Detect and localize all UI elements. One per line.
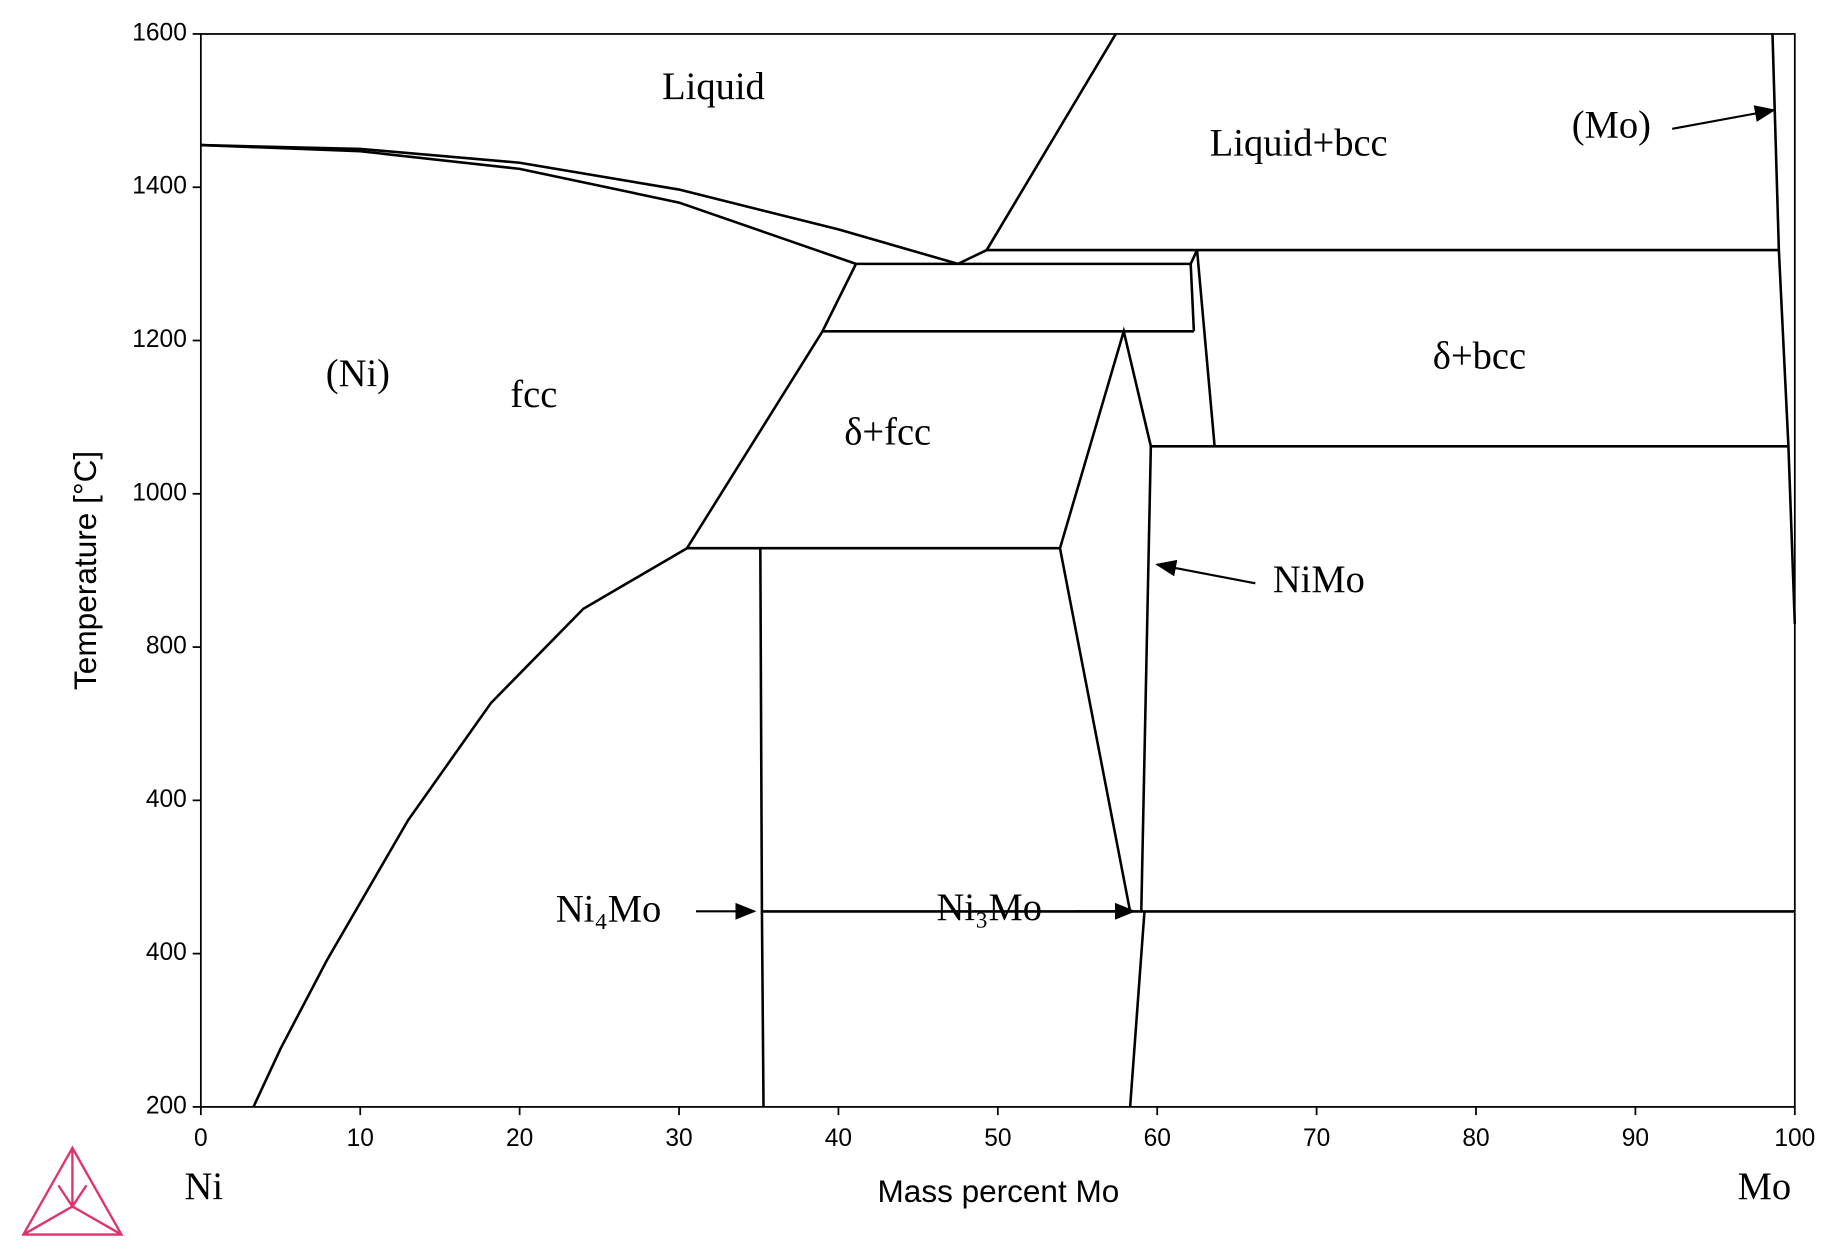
x-tick-label: 30 — [665, 1125, 692, 1152]
phase-boundary — [252, 547, 688, 1108]
y-tick-label: 800 — [146, 633, 187, 660]
phase-label: fcc — [510, 374, 557, 416]
x-tick-label: 90 — [1622, 1125, 1649, 1152]
x-tick-label: 100 — [1774, 1125, 1815, 1152]
phase-boundary — [1058, 326, 1153, 549]
phase-label: (Ni) — [326, 353, 390, 395]
x-tick-label: 50 — [984, 1125, 1011, 1152]
y-tick-label: 1000 — [132, 479, 187, 506]
pointer-arrow — [1155, 559, 1256, 585]
phase-boundary — [957, 33, 1117, 266]
phase-boundary — [200, 143, 857, 266]
phase-boundary — [1195, 249, 1216, 447]
y-tick-label: 1600 — [132, 19, 187, 46]
y-tick-label: 400 — [146, 786, 187, 813]
logo — [21, 1145, 124, 1236]
pointer-arrow — [1671, 105, 1776, 130]
phase-label: (Mo) — [1572, 105, 1651, 147]
phase-label: δ+bcc — [1433, 335, 1526, 377]
plot-frame — [199, 33, 1796, 1108]
phase-boundary — [1189, 263, 1196, 332]
phase-label: Ni₄Mo — [556, 888, 661, 930]
y-tick-label: 200 — [146, 1092, 187, 1119]
phase-boundary — [1058, 547, 1132, 912]
phase-label: Ni₃Mo — [937, 887, 1042, 929]
y-tick-label: 1200 — [132, 326, 187, 353]
y-tick-label: 400 — [146, 939, 187, 966]
phase-boundary — [1771, 33, 1797, 625]
x-tick-label: 20 — [506, 1125, 533, 1152]
phase-label: δ+fcc — [844, 412, 931, 454]
phase-boundary — [759, 548, 765, 1107]
x-tick-label: 60 — [1144, 1125, 1171, 1152]
x-tick-label: 70 — [1303, 1125, 1330, 1152]
phase-boundary — [200, 143, 959, 266]
phase-label: Liquid — [662, 66, 765, 108]
y-tick-label: 1400 — [132, 173, 187, 200]
phase-label: NiMo — [1273, 559, 1365, 601]
phase-boundary — [1128, 911, 1146, 1107]
x-tick-label: 40 — [825, 1125, 852, 1152]
y-axis-label: Temperature [°C] — [67, 451, 103, 690]
phase-label: Liquid+bcc — [1210, 122, 1388, 164]
x-tick-label: 0 — [194, 1125, 208, 1152]
end-label: Ni — [185, 1166, 224, 1208]
phase-boundary — [1139, 446, 1153, 912]
x-tick-label: 80 — [1462, 1125, 1489, 1152]
phase-boundary — [685, 263, 858, 549]
end-label: Mo — [1738, 1166, 1792, 1208]
x-tick-label: 10 — [347, 1125, 374, 1152]
x-axis-label: Mass percent Mo — [878, 1173, 1120, 1209]
